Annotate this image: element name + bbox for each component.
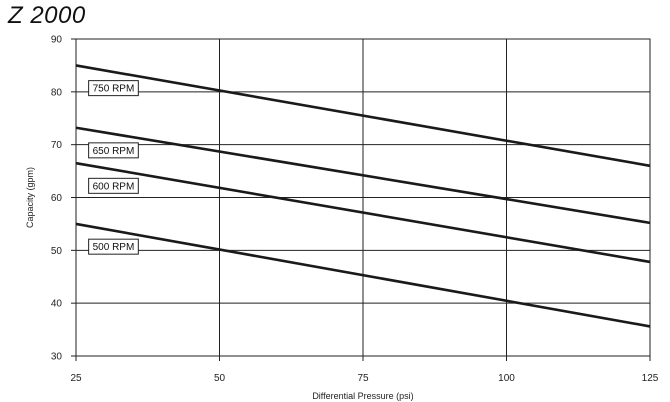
series-label-3: 600 RPM bbox=[88, 177, 139, 194]
y-tick-label: 30 bbox=[51, 352, 63, 363]
y-tick-label: 40 bbox=[51, 299, 63, 310]
y-tick-label: 60 bbox=[51, 193, 63, 204]
x-tick-label: 125 bbox=[642, 373, 659, 384]
x-tick-label: 75 bbox=[357, 373, 369, 384]
series-label-box bbox=[88, 177, 139, 194]
series-line-3 bbox=[75, 161, 651, 264]
x-axis-title: Differential Pressure (psi) bbox=[312, 391, 413, 401]
series-label-text: 750 RPM bbox=[93, 84, 135, 95]
series-label-layer: 750 RPM 650 RPM 600 RPM 500 RPM bbox=[88, 80, 139, 255]
series-line-2 bbox=[75, 126, 651, 225]
series-label-box bbox=[88, 238, 139, 255]
chart-title: Z 2000 bbox=[8, 2, 86, 29]
y-tick-label: 50 bbox=[51, 246, 63, 257]
series-label-box bbox=[88, 80, 139, 97]
grid-layer bbox=[71, 38, 651, 361]
series-label-4: 500 RPM bbox=[88, 238, 139, 255]
series-line-4 bbox=[75, 222, 651, 328]
series-label-text: 600 RPM bbox=[93, 181, 135, 192]
series-label-text: 500 RPM bbox=[93, 242, 135, 253]
series-layer bbox=[75, 64, 651, 328]
y-tick-label: 70 bbox=[51, 140, 63, 151]
x-tick-label: 25 bbox=[70, 373, 82, 384]
y-tick-label: 90 bbox=[51, 35, 63, 46]
series-label-box bbox=[88, 142, 139, 159]
series-label-text: 650 RPM bbox=[93, 146, 135, 157]
y-tick-label: 80 bbox=[51, 87, 63, 98]
series-label-1: 750 RPM bbox=[88, 80, 139, 97]
x-tick-label: 100 bbox=[498, 373, 515, 384]
y-axis-title: Capacity (gpm) bbox=[25, 167, 35, 228]
x-tick-label: 50 bbox=[214, 373, 226, 384]
series-label-2: 650 RPM bbox=[88, 142, 139, 159]
tick-label-layer: 30 40 50 60 70 80 90 25 50 75 100 125 bbox=[51, 35, 659, 385]
series-line-1 bbox=[75, 64, 651, 168]
